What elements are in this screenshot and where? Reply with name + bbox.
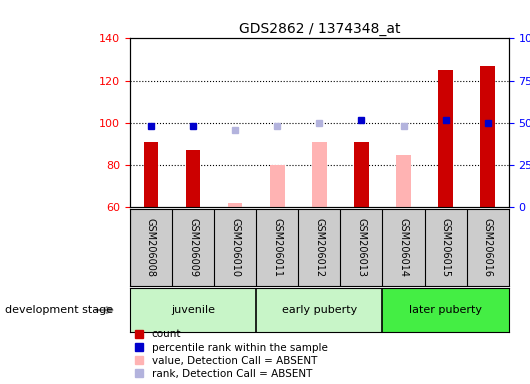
Title: GDS2862 / 1374348_at: GDS2862 / 1374348_at — [238, 22, 400, 36]
Text: GSM206010: GSM206010 — [230, 218, 240, 277]
Text: development stage: development stage — [5, 305, 113, 315]
Bar — [438, 70, 453, 207]
Text: GSM206015: GSM206015 — [440, 218, 450, 277]
Text: GSM206013: GSM206013 — [357, 218, 366, 277]
Bar — [480, 66, 495, 207]
Text: early puberty: early puberty — [282, 305, 357, 315]
Bar — [256, 288, 383, 332]
Text: GSM206016: GSM206016 — [483, 218, 493, 277]
Bar — [312, 142, 326, 207]
Bar — [130, 288, 256, 332]
Bar — [354, 142, 369, 207]
Bar — [270, 165, 285, 207]
Text: GSM206014: GSM206014 — [399, 218, 409, 277]
Text: GSM206011: GSM206011 — [272, 218, 282, 277]
Legend: count, percentile rank within the sample, value, Detection Call = ABSENT, rank, : count, percentile rank within the sample… — [135, 329, 328, 379]
Bar — [144, 142, 158, 207]
Bar — [228, 203, 243, 207]
Text: later puberty: later puberty — [409, 305, 482, 315]
Bar — [383, 288, 509, 332]
Text: GSM206008: GSM206008 — [146, 218, 156, 277]
Text: juvenile: juvenile — [171, 305, 215, 315]
Bar — [186, 150, 200, 207]
Bar — [396, 154, 411, 207]
Text: GSM206012: GSM206012 — [314, 218, 324, 277]
Text: GSM206009: GSM206009 — [188, 218, 198, 277]
